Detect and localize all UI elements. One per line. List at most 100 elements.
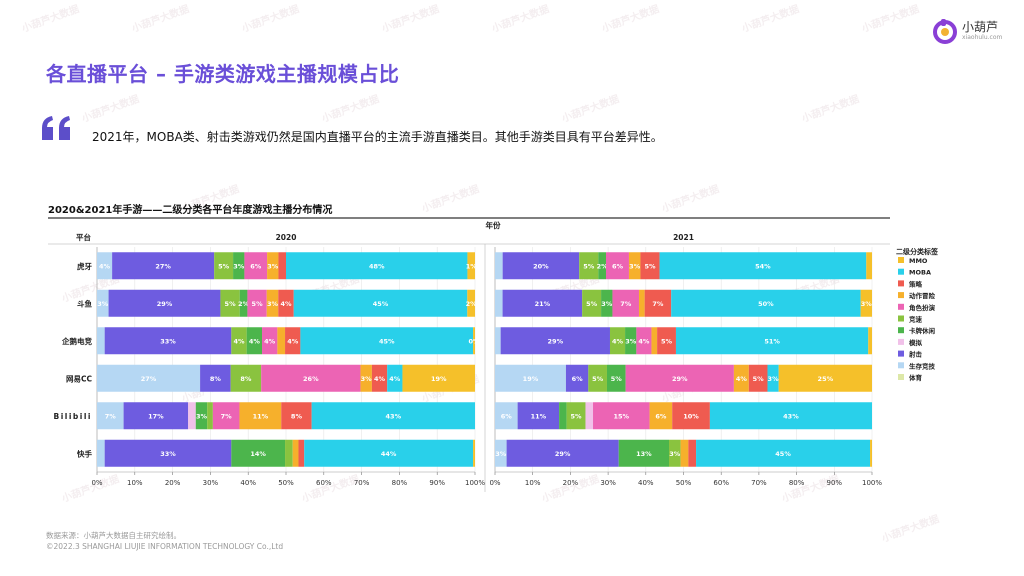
bar-segment-卡牌休闲 (559, 402, 567, 430)
bar-segment-角色扮演 (605, 252, 629, 280)
bar-data-label: 3% (495, 450, 507, 458)
bar-segment-射击 (502, 252, 580, 280)
bar-segment-MMO (473, 327, 475, 355)
bar-segment-MMO (866, 252, 872, 280)
bar-data-label: 5% (611, 375, 623, 383)
bar-data-label: 4% (249, 337, 261, 345)
bar-data-label: 15% (614, 412, 630, 420)
bar-data-label: 5% (252, 300, 264, 308)
bar-data-label: 3% (97, 300, 109, 308)
tick-label: 20% (563, 479, 579, 487)
tick-label: 70% (354, 479, 370, 487)
bar-data-label: 48% (369, 262, 385, 270)
bar-segment-角色扮演 (262, 327, 278, 355)
bar-segment-射击 (104, 327, 232, 355)
bar-data-label: 3% (196, 412, 208, 420)
legend-swatch-动作冒险 (898, 292, 904, 299)
legend-swatch-角色扮演 (898, 303, 904, 310)
legend-swatch-MOBA (898, 268, 904, 275)
bar-data-label: 6% (250, 262, 262, 270)
bar-data-label: 29% (672, 375, 688, 383)
bar-data-label: 6% (572, 375, 584, 383)
bar-segment-竞速 (579, 252, 599, 280)
bar-segment-射击 (104, 439, 232, 467)
bar-data-label: 4% (280, 300, 292, 308)
bar-data-label: 3% (267, 262, 279, 270)
legend-swatch-体育 (898, 374, 904, 380)
tick-label: 40% (638, 479, 654, 487)
category-label: 企鹅电竞 (61, 336, 92, 346)
bar-segment-竞速 (214, 252, 234, 280)
quote-mark-icon (42, 116, 70, 140)
bar-segment-射击 (200, 364, 231, 392)
bar-data-label: 25% (818, 375, 834, 383)
bar-segment-动作冒险 (292, 439, 299, 467)
bar-data-label: 4% (264, 337, 276, 345)
bar-segment-生存竞技 (97, 364, 201, 392)
chart-title: 2020&2021年手游——二级分类各平台年度游戏主播分布情况 (48, 205, 333, 216)
bar-segment-角色扮演 (212, 402, 240, 430)
bar-segment-策略 (298, 439, 305, 467)
bar-segment-策略 (285, 327, 301, 355)
bar-data-label: 19% (523, 375, 539, 383)
bar-data-label: 6% (612, 262, 624, 270)
bar-data-label: 11% (253, 412, 269, 420)
bar-segment-策略 (371, 364, 388, 392)
bar-segment-射击 (112, 252, 215, 280)
bar-segment-竞速 (285, 439, 293, 467)
bar-segment-MOBA (696, 439, 871, 467)
bar-data-label: 27% (141, 375, 157, 383)
bar-segment-策略 (688, 439, 697, 467)
bar-segment-动作冒险 (266, 289, 279, 317)
bar-segment-MMO (402, 364, 475, 392)
category-label: 斗鱼 (77, 298, 92, 308)
bar-data-label: 29% (157, 300, 173, 308)
bar-segment-生存竞技 (97, 402, 124, 430)
bar-segment-策略 (640, 252, 660, 280)
legend-entry: 体育 (909, 373, 923, 382)
bar-segment-生存竞技 (97, 439, 105, 467)
panel-year-label: 2020 (276, 233, 297, 242)
tick-label: 80% (392, 479, 408, 487)
bar-data-label: 20% (533, 262, 549, 270)
bar-segment-策略 (748, 364, 768, 392)
bar-data-label: 14% (250, 450, 266, 458)
bar-segment-生存竞技 (97, 327, 105, 355)
bar-segment-策略 (281, 402, 312, 430)
bar-data-label: 19% (431, 375, 447, 383)
bar-data-label: 45% (775, 450, 791, 458)
legend-swatch-射击 (898, 350, 904, 357)
bar-segment-竞速 (609, 327, 626, 355)
legend-swatch-竞速 (898, 315, 904, 322)
bar-segment-动作冒险 (277, 327, 286, 355)
bar-segment-动作冒险 (628, 252, 641, 280)
legend-entry: 生存竞技 (909, 361, 936, 370)
legend-entry: 策略 (908, 279, 923, 288)
bar-data-label: 51% (764, 337, 780, 345)
bar-segment-动作冒险 (239, 402, 282, 430)
bar-data-label: 3% (267, 300, 279, 308)
bar-segment-MOBA (286, 252, 468, 280)
tick-label: 50% (278, 479, 294, 487)
category-label: 虎牙 (77, 261, 92, 271)
bar-segment-射击 (108, 289, 221, 317)
bar-data-label: 7% (221, 412, 233, 420)
bar-data-label: 4% (389, 375, 401, 383)
bar-data-label: 7% (620, 300, 632, 308)
footer-source: 数据来源：小葫芦大数据自主研究绘制。 (46, 531, 181, 540)
bar-segment-射击 (517, 402, 560, 430)
bar-data-label: 26% (303, 375, 319, 383)
bar-data-label: 0% (469, 337, 481, 345)
bar-data-label: 45% (373, 300, 389, 308)
bar-segment-竞速 (230, 364, 262, 392)
bar-data-label: 6% (655, 412, 667, 420)
bar-segment-角色扮演 (612, 289, 639, 317)
logo-name: 小葫芦 (962, 20, 999, 34)
bar-segment-MMO (870, 439, 872, 467)
bar-segment-生存竞技 (495, 402, 518, 430)
bar-segment-竞速 (231, 327, 247, 355)
bar-data-label: 3% (601, 300, 613, 308)
bar-segment-生存竞技 (495, 327, 501, 355)
bar-data-label: 3% (361, 375, 373, 383)
bar-segment-卡牌休闲 (239, 289, 248, 317)
